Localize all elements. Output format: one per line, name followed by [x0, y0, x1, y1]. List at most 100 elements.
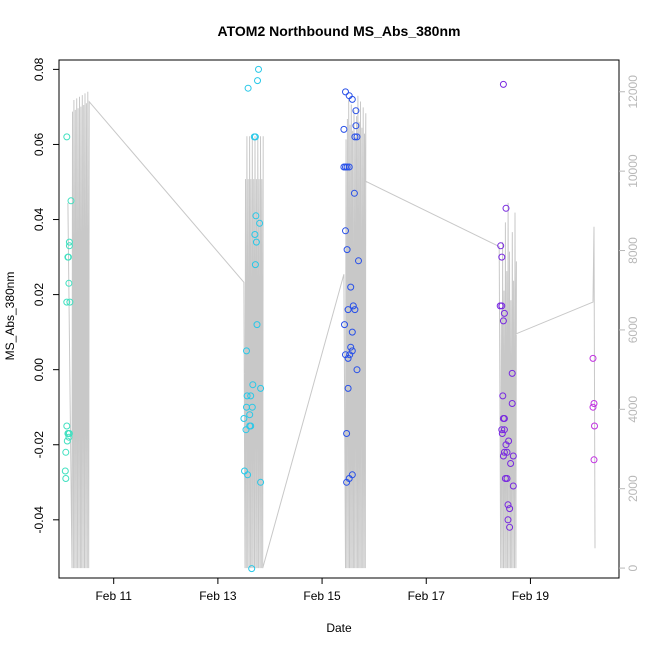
data-point-0-2 — [65, 238, 73, 246]
data-point-1-11 — [243, 347, 250, 355]
data-point-1-10 — [253, 321, 261, 329]
data-point-3-25 — [509, 482, 517, 490]
data-point-0-9 — [63, 422, 71, 430]
data-point-3-12 — [499, 415, 507, 422]
data-point-3-6 — [500, 309, 508, 317]
y-tick-label-4: 0.04 — [32, 207, 46, 231]
data-point-2-18 — [344, 306, 352, 314]
data-point-1-6 — [256, 219, 264, 227]
data-point-2-19 — [351, 306, 359, 314]
line-series-trace — [67, 91, 596, 569]
data-point-3-21 — [499, 452, 507, 460]
data-point-3-28 — [504, 516, 512, 524]
data-point-0-12 — [63, 437, 71, 445]
data-point-1-4 — [251, 133, 259, 141]
data-point-1-14 — [243, 392, 251, 400]
data-point-2-13 — [342, 227, 349, 235]
data-point-2-26 — [346, 351, 354, 359]
data-point-2-6 — [351, 133, 359, 141]
data-point-2-7 — [353, 133, 361, 141]
data-point-2-27 — [353, 366, 361, 374]
x-tick-label-4: Feb 19 — [512, 589, 550, 603]
data-point-3-8 — [508, 369, 516, 377]
y2-tick-label-0: 0 — [626, 564, 640, 571]
y-tick-label-3: 0.02 — [32, 283, 46, 307]
y2-tick-label-4: 8000 — [626, 237, 640, 264]
data-point-3-26 — [504, 501, 512, 509]
y-tick-label-1: -0.02 — [32, 431, 46, 459]
data-point-1-0 — [244, 84, 252, 92]
data-point-2-22 — [347, 343, 355, 351]
data-point-4-1 — [590, 400, 598, 407]
x-tick-label-2: Feb 15 — [303, 589, 341, 603]
x-tick-label-0: Feb 11 — [95, 589, 132, 603]
data-point-0-3 — [67, 197, 75, 205]
data-point-4-3 — [591, 422, 598, 430]
data-point-3-18 — [500, 448, 508, 456]
data-point-0-16 — [62, 475, 70, 482]
data-point-1-24 — [244, 471, 252, 479]
x-tick-label-3: Feb 17 — [408, 589, 446, 603]
data-point-3-15 — [498, 426, 506, 434]
y2-tick-label-1: 2000 — [626, 475, 640, 502]
data-point-1-2 — [254, 77, 261, 85]
data-point-4-0 — [589, 354, 597, 362]
data-point-1-20 — [242, 426, 250, 434]
data-point-1-19 — [240, 415, 248, 422]
y2-tick-label-6: 12000 — [626, 75, 640, 109]
data-point-2-29 — [343, 430, 351, 437]
plot-frame — [58, 59, 620, 579]
data-point-2-3 — [352, 107, 360, 115]
data-point-2-17 — [349, 302, 357, 310]
data-point-3-10 — [508, 400, 516, 407]
data-point-2-14 — [343, 246, 351, 254]
data-point-0-15 — [61, 467, 69, 475]
data-point-4-4 — [590, 456, 598, 464]
data-point-1-17 — [248, 403, 256, 411]
data-point-3-17 — [502, 441, 510, 449]
data-point-3-24 — [503, 475, 511, 482]
data-point-0-17 — [64, 430, 72, 437]
data-point-2-0 — [342, 88, 349, 96]
data-point-0-4 — [65, 279, 73, 287]
data-point-3-20 — [509, 452, 517, 460]
data-point-1-12 — [249, 381, 257, 389]
data-point-0-8 — [65, 242, 73, 250]
data-point-3-9 — [499, 392, 507, 400]
y-tick-label-5: 0.06 — [32, 132, 46, 156]
data-point-3-29 — [506, 523, 514, 531]
data-point-2-5 — [340, 125, 348, 133]
data-point-3-2 — [497, 242, 505, 250]
y2-tick-label-3: 6000 — [626, 316, 640, 343]
x-axis-label: Date — [326, 621, 352, 635]
y2-tick-label-5: 10000 — [626, 154, 640, 188]
data-point-2-15 — [355, 257, 362, 265]
data-point-1-18 — [246, 411, 254, 419]
data-point-0-0 — [63, 133, 71, 141]
data-point-2-20 — [341, 321, 348, 329]
data-point-2-28 — [344, 384, 352, 392]
data-point-2-12 — [350, 189, 358, 197]
data-point-1-7 — [251, 231, 259, 238]
data-point-2-16 — [347, 283, 355, 291]
y-axis-label: MS_Abs_380nm — [3, 272, 17, 361]
data-point-1-22 — [247, 422, 255, 430]
data-point-3-22 — [507, 460, 515, 467]
data-point-3-7 — [499, 317, 507, 325]
data-point-2-32 — [343, 478, 351, 486]
data-point-3-14 — [498, 430, 506, 437]
data-point-2-25 — [344, 354, 352, 362]
data-point-1-9 — [251, 261, 259, 269]
y2-tick-label-2: 4000 — [626, 396, 640, 423]
data-point-3-19 — [503, 448, 511, 456]
y-tick-label-6: 0.08 — [32, 57, 46, 81]
data-point-3-3 — [498, 253, 506, 261]
data-point-2-11 — [345, 163, 353, 171]
data-point-1-5 — [252, 212, 260, 220]
data-point-0-7 — [64, 253, 72, 261]
data-point-3-27 — [506, 505, 514, 513]
data-point-3-5 — [498, 302, 506, 310]
data-point-3-1 — [502, 204, 510, 212]
chart-title: ATOM2 Northbound MS_Abs_380nm — [218, 23, 461, 39]
